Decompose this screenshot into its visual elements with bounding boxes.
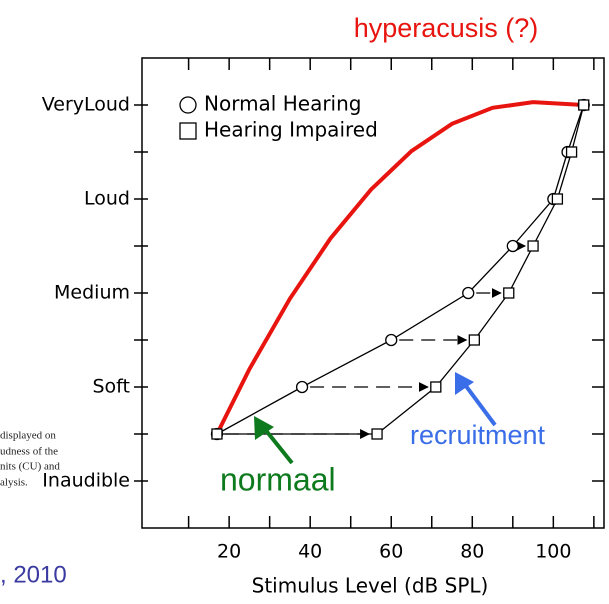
annotation: normaal: [220, 461, 336, 497]
x-tick-label: 40: [298, 541, 322, 563]
point: [551, 193, 564, 205]
legend-label: Hearing Impaired: [204, 118, 378, 142]
footer: , 2010: [0, 561, 67, 588]
point: [565, 146, 578, 158]
side-text: nits (CU) and: [0, 461, 60, 473]
point: [295, 380, 309, 394]
point: [462, 286, 475, 300]
side-text: alysis.: [0, 477, 28, 489]
y-tick-label: Inaudible: [42, 470, 130, 492]
side-text: displayed on: [0, 430, 56, 442]
point: [506, 239, 519, 253]
x-tick-label: 100: [535, 541, 571, 563]
point: [430, 381, 442, 393]
y-tick-label: VeryLoud: [42, 94, 130, 116]
y-tick-label: Medium: [54, 282, 130, 304]
point: [578, 99, 590, 111]
y-tick-label: Soft: [93, 376, 131, 398]
hyperacusis-curve: [215, 100, 584, 435]
point: [468, 334, 480, 346]
side-text: udness of the: [0, 446, 58, 458]
x-tick-label: 80: [460, 541, 484, 563]
point: [211, 428, 223, 440]
x-tick-label: 60: [379, 541, 403, 563]
point: [385, 333, 398, 347]
x-tick-label: 20: [217, 541, 241, 563]
annotation: recruitment: [410, 420, 546, 450]
y-tick-label: Loud: [84, 188, 130, 210]
series-line: [216, 104, 585, 435]
legend-marker: [179, 122, 197, 140]
chart-title: hyperacusis (?): [354, 13, 539, 43]
x-axis-label: Stimulus Level (dB SPL): [252, 574, 489, 598]
point: [503, 287, 515, 299]
legend-label: Normal Hearing: [204, 92, 361, 116]
legend-marker: [179, 96, 197, 114]
annotation-arrowhead: [254, 416, 274, 440]
point: [371, 428, 383, 440]
point: [527, 240, 539, 252]
annotation-arrowhead: [455, 372, 474, 395]
series-line: [216, 104, 585, 435]
